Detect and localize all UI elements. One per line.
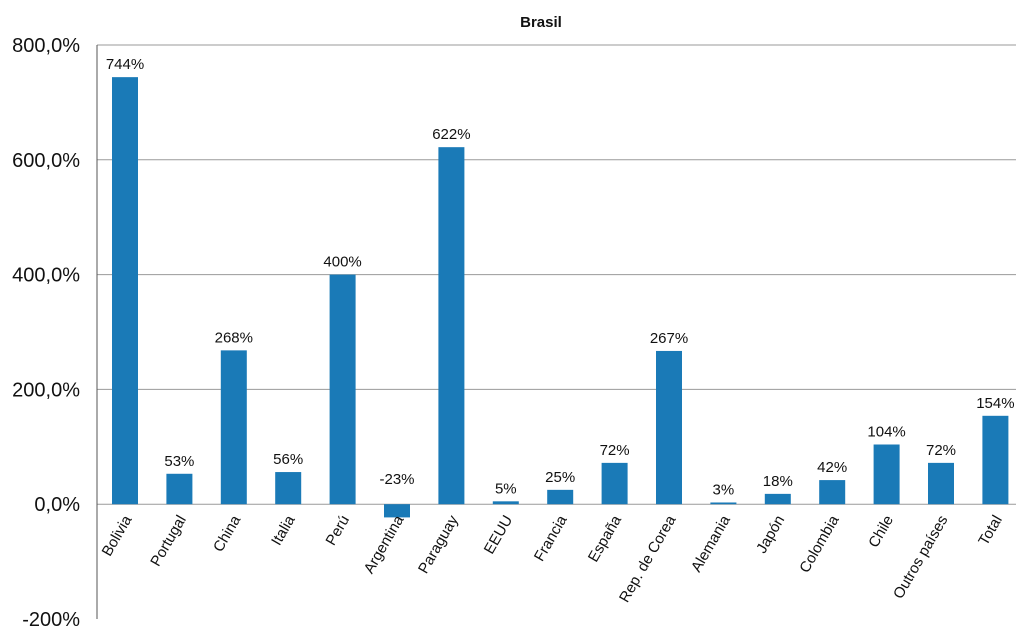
data-label: 744% xyxy=(106,56,144,73)
data-label: 622% xyxy=(432,126,470,143)
bar xyxy=(873,444,900,505)
y-tick-label: 400,0% xyxy=(12,265,80,287)
y-tick-label: 200,0% xyxy=(12,379,80,401)
y-tick-label: 0,0% xyxy=(34,494,80,516)
bar xyxy=(492,501,519,505)
data-label: 104% xyxy=(867,424,905,441)
data-label: 42% xyxy=(817,459,847,476)
data-label: 5% xyxy=(495,480,517,497)
x-tick-label: España xyxy=(585,512,625,565)
chart-title: Brasil xyxy=(520,14,562,31)
y-axis-ticks: 800,0% 600,0% 400,0% 200,0% 0,0% -200% xyxy=(12,35,80,629)
bar xyxy=(982,415,1009,505)
data-label: 56% xyxy=(273,451,303,468)
bars xyxy=(112,77,1009,518)
data-label: 53% xyxy=(164,453,194,470)
x-tick-label: Colombia xyxy=(796,512,843,576)
data-labels: 744% 53% 268% 56% 400% -23% 622% 5% 25% 72% 267% 3%… xyxy=(106,56,1015,498)
bar xyxy=(547,489,574,505)
data-label: 18% xyxy=(763,473,793,490)
bar xyxy=(220,350,247,505)
x-axis-ticks: Bolivia Portugal China Italia Perú Argentina P… xyxy=(99,512,1006,606)
x-tick-label: Outros países xyxy=(890,513,951,602)
y-tick-label: 600,0% xyxy=(12,150,80,172)
bar xyxy=(384,504,410,518)
x-tick-label: Paraguay xyxy=(415,512,462,577)
x-tick-label: Rep. de Corea xyxy=(616,512,680,606)
bar xyxy=(112,77,138,505)
bar xyxy=(819,480,846,505)
data-label: 72% xyxy=(600,442,630,459)
x-tick-label: Alemania xyxy=(688,512,734,575)
x-tick-label: Perú xyxy=(322,513,353,549)
data-label: -23% xyxy=(379,471,414,488)
x-tick-label: EEUU xyxy=(481,513,517,558)
data-label: 268% xyxy=(215,329,253,346)
bar xyxy=(329,274,356,505)
x-tick-label: Portugal xyxy=(147,513,190,570)
data-label: 25% xyxy=(545,469,575,486)
y-tick-label: -200% xyxy=(22,609,80,629)
bar xyxy=(656,350,682,505)
bar xyxy=(764,493,791,505)
data-label: 400% xyxy=(323,254,361,271)
data-label: 154% xyxy=(976,395,1014,412)
data-label: 267% xyxy=(650,330,688,347)
data-label: 3% xyxy=(713,481,735,498)
x-tick-label: Chile xyxy=(865,513,897,551)
bar xyxy=(928,462,954,505)
bar xyxy=(710,502,737,505)
bar xyxy=(438,147,465,505)
data-label: 72% xyxy=(926,442,956,459)
x-tick-label: Francia xyxy=(531,512,571,564)
bar xyxy=(601,462,628,505)
x-tick-label: Argentina xyxy=(361,512,408,577)
y-tick-label: 800,0% xyxy=(12,35,80,57)
x-tick-label: Total xyxy=(975,513,1006,549)
x-tick-label: Japón xyxy=(753,513,788,557)
x-tick-label: Bolivia xyxy=(99,512,136,559)
x-tick-label: Italia xyxy=(268,512,299,549)
bar xyxy=(166,473,193,505)
x-tick-label: China xyxy=(210,512,245,555)
bar xyxy=(275,472,302,505)
